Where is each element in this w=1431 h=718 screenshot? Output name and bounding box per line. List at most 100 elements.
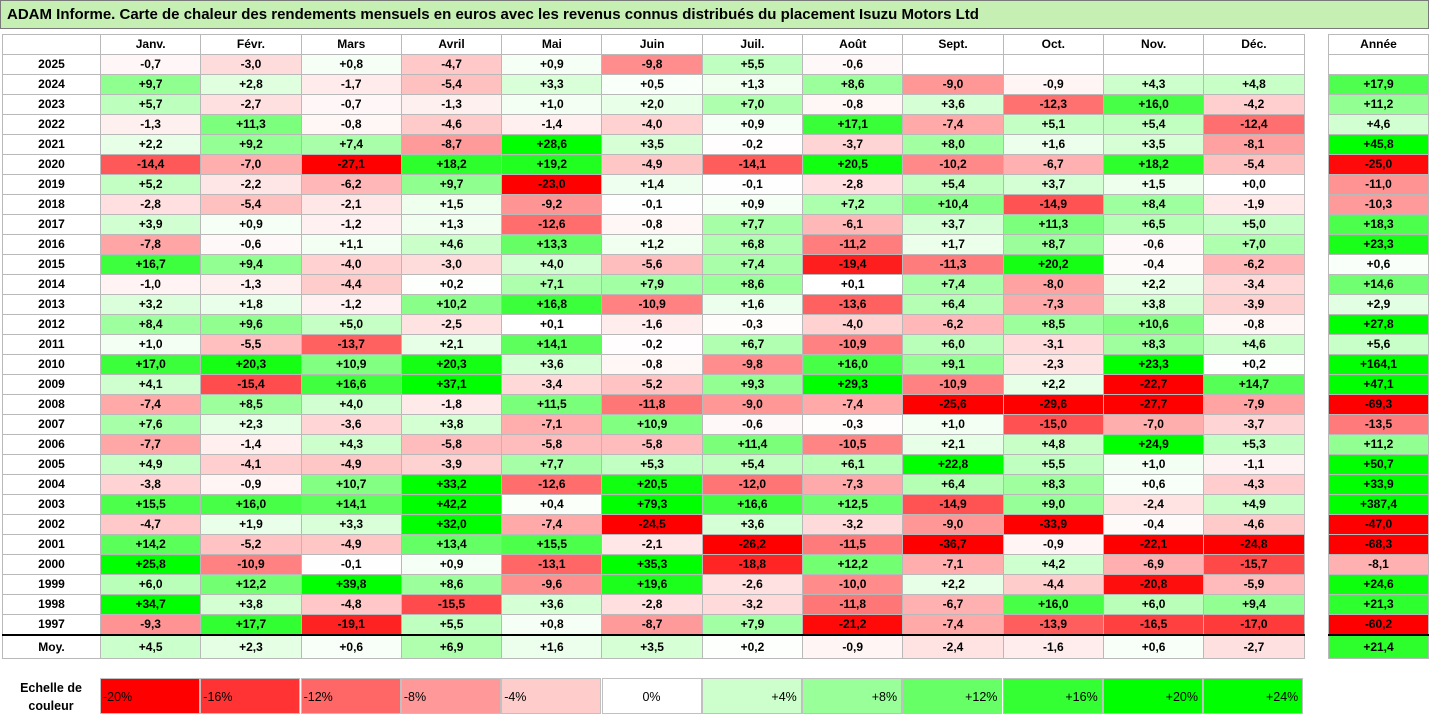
heatmap-cell: -29,6 <box>1002 394 1104 415</box>
heatmap-cell: -1,8 <box>400 394 503 415</box>
heatmap-cell: -11,5 <box>802 534 904 555</box>
year-row: 2019 +5,2 -2,2 -6,2 +9,7 -23,0 +1,4 -0,1 -2,8 +5,… <box>2 174 1305 195</box>
year-row: 1997 -9,3 +17,7 -19,1 +5,5 +0,8 -8,7 +7,9 -21,2-… <box>2 614 1305 636</box>
heatmap-cell: +2,1 <box>902 434 1004 455</box>
heatmap-cell: -3,2 <box>701 594 804 615</box>
year-row: 2000 +25,8 -10,9 -0,1 +0,9 -13,1 +35,3 -18,8 +12… <box>2 554 1305 575</box>
month-header: Juin <box>601 34 703 55</box>
heatmap-cell: +2,2 <box>1102 274 1205 295</box>
heatmap-cell: -15,7 <box>1203 554 1305 575</box>
heatmap-cell: -7,7 <box>99 434 202 455</box>
heatmap-cell: +19,2 <box>501 154 603 175</box>
heatmap-cell: +4,8 <box>1203 74 1305 95</box>
heatmap-cell: +5,5 <box>400 614 503 636</box>
heatmap-cell: +3,6 <box>501 594 603 615</box>
annual-cell: +17,9 <box>1328 74 1429 95</box>
heatmap-cell: +5,5 <box>701 54 804 75</box>
heatmap-cell: +2,1 <box>400 334 503 355</box>
heatmap-cell: -10,9 <box>802 334 904 355</box>
heatmap-cell: +8,6 <box>400 574 503 595</box>
heatmap-cell: -8,0 <box>1002 274 1104 295</box>
heatmap-cell: -13,1 <box>501 554 603 575</box>
heatmap-cell: +16,6 <box>300 374 402 395</box>
chart-title: ADAM Informe. Carte de chaleur des rende… <box>0 0 1429 29</box>
heatmap-cell: +4,9 <box>99 454 202 475</box>
heatmap-cell: -4,2 <box>1203 94 1305 115</box>
heatmap-cell: -26,2 <box>701 534 804 555</box>
heatmap-cell: +8,5 <box>1002 314 1104 335</box>
heatmap-cell: -0,9 <box>200 474 302 495</box>
year-row: 2004 -3,8 -0,9 +10,7 +33,2 -12,6 +20,5 -12,0 -7,… <box>2 474 1305 495</box>
heatmap-cell: +0,9 <box>200 214 302 235</box>
heatmap-cell: +17,1 <box>802 114 904 135</box>
heatmap-cell: -19,1 <box>300 614 402 636</box>
heatmap-cell: -1,7 <box>300 74 402 95</box>
heatmap-cell: +6,8 <box>701 234 804 255</box>
heatmap-cell: +20,2 <box>1002 254 1104 275</box>
year-row: 2018 -2,8 -5,4 -2,1 +1,5 -9,2 -0,1 +0,9 +7,2 +10,… <box>2 194 1305 215</box>
color-scale-swatch: -4% <box>501 678 602 714</box>
heatmap-cell: -12,6 <box>501 474 603 495</box>
year-label: 2020 <box>2 154 101 175</box>
year-label: 2023 <box>2 94 101 115</box>
heatmap-cell: -0,8 <box>601 214 703 235</box>
heatmap-cell: +3,3 <box>501 74 603 95</box>
heatmap-cell: -15,4 <box>200 374 302 395</box>
heatmap-cell: +32,0 <box>400 514 503 535</box>
year-label: 2013 <box>2 294 101 315</box>
heatmap-cell: -14,4 <box>99 154 202 175</box>
heatmap-cell: +1,0 <box>99 334 202 355</box>
heatmap-cell: -7,0 <box>1102 414 1205 435</box>
heatmap-cell: +11,4 <box>701 434 804 455</box>
year-label: 2009 <box>2 374 101 395</box>
year-row: 2015 +16,7 +9,4 -4,0 -3,0 +4,0 -5,6 +7,4 -19,4 -1… <box>2 254 1305 275</box>
heatmap-cell: -10,9 <box>601 294 703 315</box>
heatmap-cell: +6,0 <box>902 334 1004 355</box>
average-cell: +2,3 <box>200 634 302 659</box>
annual-cell: +18,3 <box>1328 214 1429 235</box>
heatmap-cell: -0,1 <box>601 194 703 215</box>
heatmap-cell: -6,2 <box>902 314 1004 335</box>
heatmap-cell: +1,8 <box>200 294 302 315</box>
heatmap-cell: -0,6 <box>1102 234 1205 255</box>
month-header: Août <box>802 34 904 55</box>
annual-cell: +33,9 <box>1328 474 1429 495</box>
color-scale-swatch: -12% <box>300 678 401 714</box>
heatmap-cell: +7,4 <box>701 254 804 275</box>
average-cell: +4,5 <box>99 634 202 659</box>
heatmap-cell: +16,7 <box>99 254 202 275</box>
heatmap-cell: -5,2 <box>200 534 302 555</box>
heatmap-cell: +3,3 <box>300 514 402 535</box>
average-cell: +6,9 <box>400 634 503 659</box>
heatmap-cell: +6,0 <box>99 574 202 595</box>
year-label: 2017 <box>2 214 101 235</box>
heatmap-cell: -19,4 <box>802 254 904 275</box>
heatmap-cell: -3,2 <box>802 514 904 535</box>
heatmap-cell: -3,0 <box>400 254 503 275</box>
heatmap-cell: +0,0 <box>1203 174 1305 195</box>
year-label: 2025 <box>2 54 101 75</box>
year-label: 2016 <box>2 234 101 255</box>
heatmap-cell: -7,4 <box>902 614 1004 636</box>
heatmap-cell: -7,1 <box>902 554 1004 575</box>
heatmap-cell: -0,2 <box>701 134 804 155</box>
heatmap-cell: +4,0 <box>300 394 402 415</box>
heatmap-cell: +6,7 <box>701 334 804 355</box>
annual-cell: -69,3 <box>1328 394 1429 415</box>
heatmap-cell: +7,7 <box>701 214 804 235</box>
heatmap-cell: -3,6 <box>300 414 402 435</box>
heatmap-cell: -0,6 <box>701 414 804 435</box>
year-label: 1999 <box>2 574 101 595</box>
heatmap-cell: +0,9 <box>400 554 503 575</box>
heatmap-cell: +8,6 <box>701 274 804 295</box>
heatmap-cell: -4,6 <box>400 114 503 135</box>
year-row: 1998 +34,7 +3,8 -4,8 -15,5 +3,6 -2,8 -3,2 -11,8-… <box>2 594 1305 615</box>
heatmap-cell: -5,8 <box>400 434 503 455</box>
annual-cell: +5,6 <box>1328 334 1429 355</box>
heatmap-cell: -1,1 <box>1203 454 1305 475</box>
heatmap-cell: -2,6 <box>701 574 804 595</box>
heatmap-cell: -0,8 <box>300 114 402 135</box>
heatmap-cell: +8,6 <box>802 74 904 95</box>
heatmap-cell: +8,0 <box>902 134 1004 155</box>
heatmap-cell: -27,7 <box>1102 394 1205 415</box>
